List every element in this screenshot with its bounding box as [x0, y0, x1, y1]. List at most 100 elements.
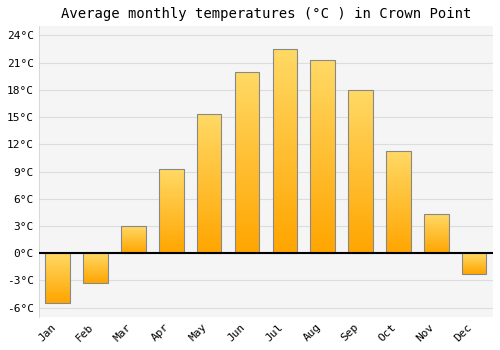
Bar: [386, 202, 410, 204]
Bar: [46, 265, 70, 266]
Bar: [159, 250, 184, 252]
Bar: [272, 82, 297, 86]
Bar: [310, 110, 335, 114]
Bar: [424, 243, 448, 244]
Bar: [386, 171, 410, 173]
Bar: [46, 278, 70, 279]
Bar: [84, 260, 108, 261]
Bar: [272, 196, 297, 200]
Bar: [310, 68, 335, 71]
Bar: [234, 206, 260, 210]
Bar: [348, 181, 373, 184]
Bar: [234, 250, 260, 253]
Bar: [310, 60, 335, 253]
Bar: [46, 300, 70, 301]
Bar: [84, 263, 108, 264]
Bar: [84, 276, 108, 277]
Bar: [424, 237, 448, 238]
Bar: [234, 108, 260, 112]
Bar: [46, 286, 70, 287]
Bar: [159, 169, 184, 170]
Bar: [348, 208, 373, 211]
Bar: [197, 223, 222, 225]
Bar: [46, 299, 70, 300]
Bar: [46, 276, 70, 277]
Bar: [272, 237, 297, 241]
Bar: [159, 246, 184, 248]
Bar: [84, 262, 108, 263]
Bar: [234, 72, 260, 75]
Bar: [424, 250, 448, 251]
Bar: [310, 164, 335, 168]
Bar: [272, 69, 297, 73]
Bar: [272, 86, 297, 90]
Bar: [159, 201, 184, 203]
Bar: [386, 226, 410, 229]
Bar: [84, 276, 108, 277]
Bar: [386, 186, 410, 188]
Bar: [159, 235, 184, 236]
Bar: [272, 200, 297, 204]
Bar: [197, 184, 222, 187]
Bar: [197, 148, 222, 150]
Bar: [310, 203, 335, 207]
Bar: [121, 232, 146, 233]
Bar: [234, 130, 260, 133]
Bar: [462, 270, 486, 271]
Bar: [310, 145, 335, 149]
Bar: [197, 156, 222, 159]
Bar: [272, 90, 297, 94]
Bar: [234, 242, 260, 246]
Bar: [272, 188, 297, 192]
Bar: [310, 83, 335, 87]
Bar: [272, 94, 297, 98]
Bar: [46, 256, 70, 257]
Bar: [121, 244, 146, 245]
Bar: [272, 192, 297, 196]
Bar: [121, 227, 146, 228]
Bar: [46, 253, 70, 254]
Bar: [234, 122, 260, 126]
Bar: [197, 189, 222, 192]
Bar: [272, 127, 297, 131]
Bar: [348, 217, 373, 220]
Bar: [272, 61, 297, 65]
Bar: [348, 90, 373, 253]
Bar: [348, 165, 373, 168]
Bar: [462, 267, 486, 268]
Bar: [386, 200, 410, 202]
Bar: [197, 195, 222, 198]
Bar: [272, 249, 297, 253]
Bar: [424, 230, 448, 231]
Bar: [234, 119, 260, 122]
Bar: [386, 167, 410, 169]
Bar: [348, 135, 373, 139]
Bar: [424, 226, 448, 227]
Bar: [424, 242, 448, 243]
Bar: [386, 190, 410, 192]
Bar: [310, 191, 335, 195]
Bar: [197, 123, 222, 125]
Bar: [234, 228, 260, 231]
Bar: [386, 155, 410, 157]
Bar: [310, 250, 335, 253]
Bar: [348, 93, 373, 96]
Bar: [234, 115, 260, 119]
Bar: [197, 117, 222, 120]
Bar: [386, 163, 410, 165]
Bar: [386, 204, 410, 206]
Bar: [386, 150, 410, 253]
Bar: [310, 160, 335, 164]
Bar: [272, 49, 297, 253]
Bar: [234, 101, 260, 104]
Bar: [234, 246, 260, 250]
Bar: [310, 195, 335, 199]
Bar: [159, 252, 184, 253]
Bar: [234, 83, 260, 86]
Bar: [234, 144, 260, 148]
Bar: [159, 230, 184, 231]
Bar: [197, 251, 222, 253]
Bar: [197, 201, 222, 203]
Title: Average monthly temperatures (°C ) in Crown Point: Average monthly temperatures (°C ) in Cr…: [60, 7, 471, 21]
Bar: [121, 239, 146, 240]
